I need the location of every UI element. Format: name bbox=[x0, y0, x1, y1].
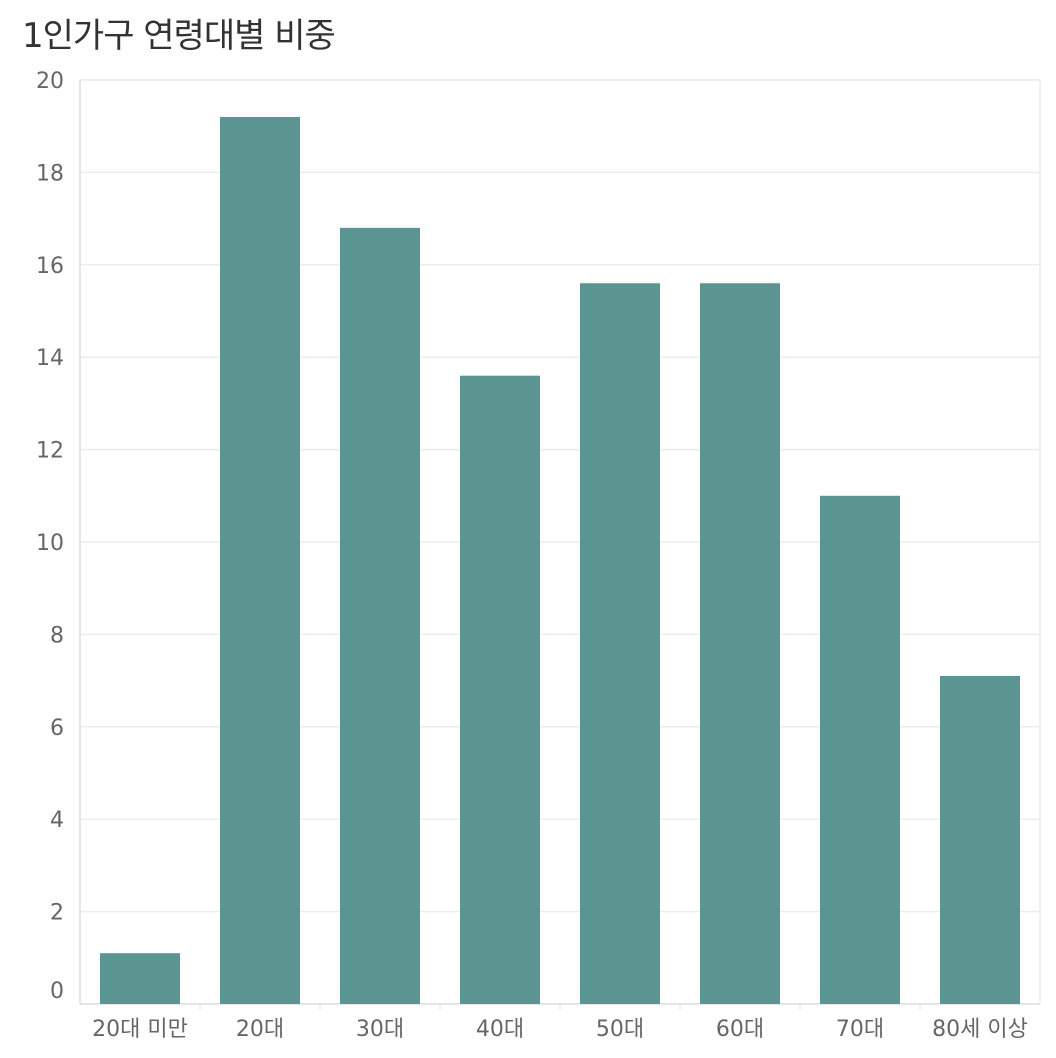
x-tick-label: 60대 bbox=[716, 1017, 764, 1042]
bar[interactable] bbox=[820, 495, 900, 1004]
y-tick-label: 10 bbox=[36, 531, 64, 556]
y-tick-label: 0 bbox=[50, 979, 64, 1004]
x-tick-label: 70대 bbox=[836, 1017, 884, 1042]
x-axis-ticks: 20대 미만 20대 30대 40대 50대 60대 70대 80세 이상 bbox=[92, 1017, 1028, 1042]
bar[interactable] bbox=[940, 675, 1020, 1004]
y-tick-label: 2 bbox=[50, 901, 64, 926]
bar[interactable] bbox=[700, 283, 780, 1004]
bar[interactable] bbox=[580, 283, 660, 1004]
bars bbox=[100, 116, 1020, 1005]
x-tick-label: 40대 bbox=[476, 1017, 524, 1042]
chart-title: 1인가구 연령대별 비중 bbox=[22, 16, 336, 56]
x-tick-label: 50대 bbox=[596, 1017, 644, 1042]
bar[interactable] bbox=[220, 116, 300, 1004]
y-axis-ticks: 0 2 4 6 8 10 12 14 16 18 20 bbox=[36, 69, 64, 1004]
y-tick-label: 14 bbox=[36, 346, 64, 371]
y-tick-label: 18 bbox=[36, 161, 64, 186]
x-tick-label: 80세 이상 bbox=[932, 1017, 1028, 1042]
y-tick-label: 20 bbox=[36, 69, 64, 94]
y-tick-label: 6 bbox=[50, 716, 64, 741]
x-tick-label: 20대 미만 bbox=[92, 1017, 188, 1042]
y-tick-label: 4 bbox=[50, 808, 64, 833]
bar[interactable] bbox=[100, 953, 180, 1004]
x-tick-label: 20대 bbox=[236, 1017, 284, 1042]
bar[interactable] bbox=[340, 227, 420, 1005]
y-tick-label: 12 bbox=[36, 439, 64, 464]
bar[interactable] bbox=[460, 375, 540, 1004]
y-tick-label: 8 bbox=[50, 623, 64, 648]
x-tick-label: 30대 bbox=[356, 1017, 404, 1042]
y-tick-label: 16 bbox=[36, 254, 64, 279]
